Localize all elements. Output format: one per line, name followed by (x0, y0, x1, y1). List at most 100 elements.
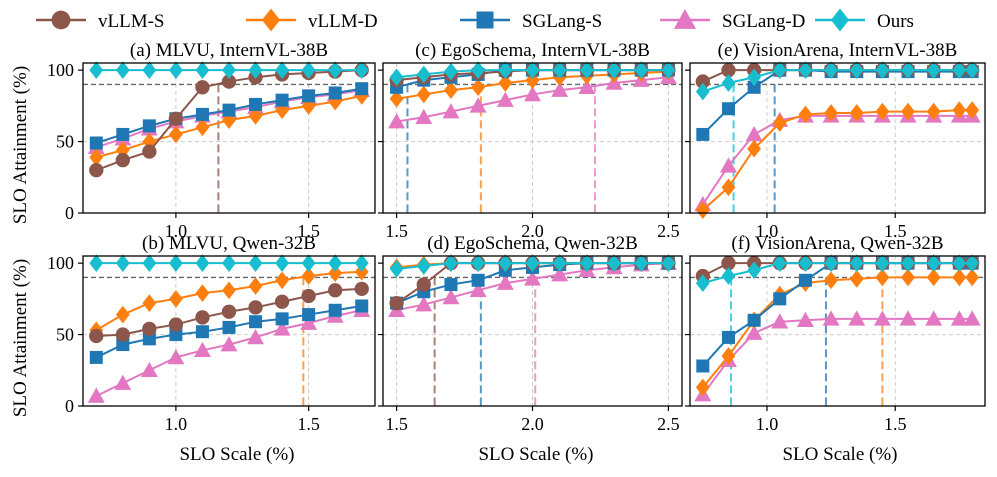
point-sglang-d (388, 113, 406, 129)
point-vllm-s (168, 317, 184, 332)
point-vllm-s (115, 327, 130, 342)
point-ours (389, 68, 404, 87)
x-tick-label: 1.0 (165, 221, 188, 241)
point-ours (525, 61, 540, 79)
point-ours (926, 61, 941, 79)
y-tick-label: 50 (56, 325, 74, 345)
point-sglang-d (551, 266, 569, 282)
legend-marker-ours (830, 8, 850, 32)
series-line-sglang-d (701, 114, 973, 205)
point-vllm-s (89, 162, 104, 178)
series-line-vllm-d (702, 276, 973, 389)
legend-marker-sglang-d (673, 8, 697, 29)
point-sglang-d (442, 288, 460, 305)
point-ours (416, 65, 431, 84)
x-axis-label-c: SLO Scale (%) (782, 444, 897, 465)
legend-label-vllm-s: vLLM-S (98, 11, 165, 32)
x-tick-label: 1.5 (385, 221, 408, 241)
chart-panel-6: (f) VisionArena, Qwen-32B 1.0 1.5 (685, 233, 986, 434)
point-ours (721, 74, 736, 92)
point-sglang-s (302, 89, 316, 103)
point-vllm-s (168, 111, 184, 126)
point-vllm-s (115, 152, 130, 168)
point-vllm-d (952, 268, 967, 287)
point-sglang-d (87, 387, 105, 403)
point-vllm-d (901, 268, 915, 287)
point-sglang-d (469, 281, 487, 298)
point-sglang-s (355, 299, 369, 313)
point-sglang-s (142, 119, 156, 133)
point-vllm-d (248, 277, 263, 295)
point-sglang-s (747, 80, 761, 94)
point-sglang-d (415, 108, 433, 125)
point-vllm-s (328, 283, 343, 298)
point-vllm-s (248, 300, 263, 315)
point-ours (222, 61, 236, 79)
point-sglang-s (89, 136, 103, 150)
point-vllm-d (849, 104, 864, 122)
point-vllm-d (389, 89, 404, 108)
legend-marker-vllm-s (51, 10, 71, 30)
point-sglang-d (745, 324, 763, 340)
point-vllm-d (824, 104, 838, 122)
point-vllm-d (195, 118, 210, 137)
point-vllm-d (798, 105, 813, 124)
point-ours (115, 254, 130, 272)
point-ours (965, 61, 980, 79)
point-vllm-s (195, 310, 210, 325)
legend: vLLM-S vLLM-D SGLang-S SGLang-D Ours (36, 8, 914, 32)
point-vllm-d (195, 284, 210, 302)
point-sglang-s (249, 315, 263, 329)
point-vllm-s (274, 294, 290, 309)
point-sglang-s (721, 102, 735, 116)
point-sglang-d (524, 85, 541, 102)
point-sglang-s (328, 86, 342, 100)
point-sglang-d (771, 313, 789, 329)
point-vllm-d (115, 141, 130, 159)
point-ours (798, 254, 813, 272)
point-ours (444, 62, 458, 81)
point-vllm-d (721, 178, 736, 197)
point-sglang-s (249, 97, 263, 111)
point-vllm-d (901, 102, 915, 121)
x-axis-label-a: SLO Scale (%) (179, 444, 294, 465)
point-vllm-d (222, 281, 236, 300)
point-ours (695, 82, 710, 101)
point-ours (552, 254, 567, 272)
point-sglang-d (496, 91, 514, 107)
point-vllm-s (195, 80, 210, 95)
point-vllm-d (301, 267, 316, 285)
point-ours (89, 254, 104, 272)
point-vllm-d (965, 101, 980, 119)
point-sglang-s (798, 273, 812, 287)
point-vllm-s (221, 74, 237, 89)
point-ours (824, 254, 838, 272)
point-sglang-d (720, 157, 737, 173)
point-sglang-s (747, 313, 761, 327)
chart-title: (c) EgoSchema, InternVL-38B (415, 40, 650, 61)
point-vllm-s (695, 74, 710, 89)
x-tick-label: 2.0 (521, 414, 544, 434)
point-vllm-d (721, 347, 736, 365)
point-sglang-s (222, 103, 236, 117)
point-sglang-d (950, 310, 968, 326)
point-sglang-s (195, 107, 209, 121)
point-vllm-d (952, 101, 967, 119)
chart-title: (f) VisionArena, Qwen-32B (731, 233, 943, 254)
chart-panel-3: (e) VisionArena, InternVL-38B 1.0 1.5 (685, 40, 986, 241)
point-vllm-d (695, 378, 710, 397)
panels: (a) MLVU, InternVL-38B 1.0 1.5 0 50 100 (c) Eg… (47, 40, 986, 434)
point-sglang-s (696, 359, 710, 373)
point-ours (747, 261, 762, 280)
point-ours (901, 61, 915, 79)
point-ours (634, 61, 649, 79)
point-vllm-s (301, 288, 316, 304)
series-line-sglang-d (702, 317, 973, 396)
point-ours (926, 254, 941, 272)
point-ours (169, 61, 183, 79)
legend-label-sglang-d: SGLang-D (722, 11, 805, 32)
legend-label-ours: Ours (877, 11, 914, 32)
x-tick-label: 1.5 (297, 414, 320, 434)
point-sglang-d (796, 311, 814, 328)
point-sglang-d (963, 310, 981, 326)
